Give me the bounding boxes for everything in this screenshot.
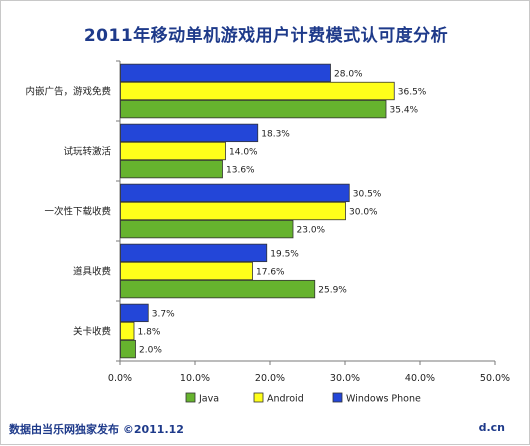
data-label: 30.0% — [349, 208, 378, 218]
x-tick-label: 30.0% — [330, 373, 360, 384]
bar-windows-phone — [120, 63, 331, 83]
data-label: 30.5% — [353, 189, 382, 199]
data-label: 3.7% — [152, 309, 175, 319]
legend-swatch-android — [253, 392, 264, 403]
x-tick-label: 40.0% — [405, 373, 435, 384]
data-label: 36.5% — [398, 88, 427, 98]
site-name: d.cn — [478, 421, 505, 434]
data-label: 2.0% — [139, 346, 162, 356]
data-label: 35.4% — [390, 106, 419, 116]
bar-java — [120, 219, 294, 239]
source-note: 数据由当乐网独家发布 ©2011.12 — [9, 423, 184, 436]
bar-android — [120, 261, 253, 281]
bar-windows-phone — [120, 303, 149, 323]
legend-swatch-windows-phone — [332, 392, 343, 403]
bar-windows-phone — [120, 243, 268, 263]
data-label: 18.3% — [261, 129, 290, 139]
bar-windows-phone — [120, 183, 350, 203]
legend-label-windows-phone: Windows Phone — [346, 394, 421, 405]
legend-label-java: Java — [198, 394, 219, 405]
category-label: 内嵌广告，游戏免费 — [25, 86, 111, 98]
bar-java — [120, 99, 387, 119]
bar-android — [120, 141, 226, 161]
bar-java — [120, 279, 316, 299]
data-label: 17.6% — [256, 268, 285, 278]
bar-windows-phone — [120, 123, 259, 143]
x-tick-label: 0.0% — [108, 373, 132, 384]
data-label: 25.9% — [318, 286, 347, 296]
bar-android — [120, 81, 395, 101]
bar-java — [120, 159, 223, 179]
data-label: 13.6% — [226, 166, 255, 176]
bar-android — [120, 201, 346, 221]
data-label: 1.8% — [138, 328, 161, 338]
bar-java — [120, 339, 136, 359]
category-label: 一次性下载收费 — [44, 206, 111, 218]
x-tick-label: 10.0% — [180, 373, 210, 384]
data-label: 23.0% — [297, 226, 326, 236]
data-label: 28.0% — [334, 69, 363, 79]
category-label: 关卡收费 — [73, 326, 111, 338]
chart-title: 2011年移动单机游戏用户计费模式认可度分析 — [83, 26, 449, 46]
category-label: 道具收费 — [73, 266, 111, 278]
legend-label-android: Android — [267, 394, 304, 405]
data-label: 14.0% — [229, 148, 258, 158]
category-label: 试玩转激活 — [63, 146, 111, 158]
data-label: 19.5% — [270, 249, 299, 259]
x-tick-label: 50.0% — [480, 373, 510, 384]
bar-android — [120, 321, 135, 341]
x-tick-label: 20.0% — [255, 373, 285, 384]
legend-swatch-java — [185, 392, 196, 403]
